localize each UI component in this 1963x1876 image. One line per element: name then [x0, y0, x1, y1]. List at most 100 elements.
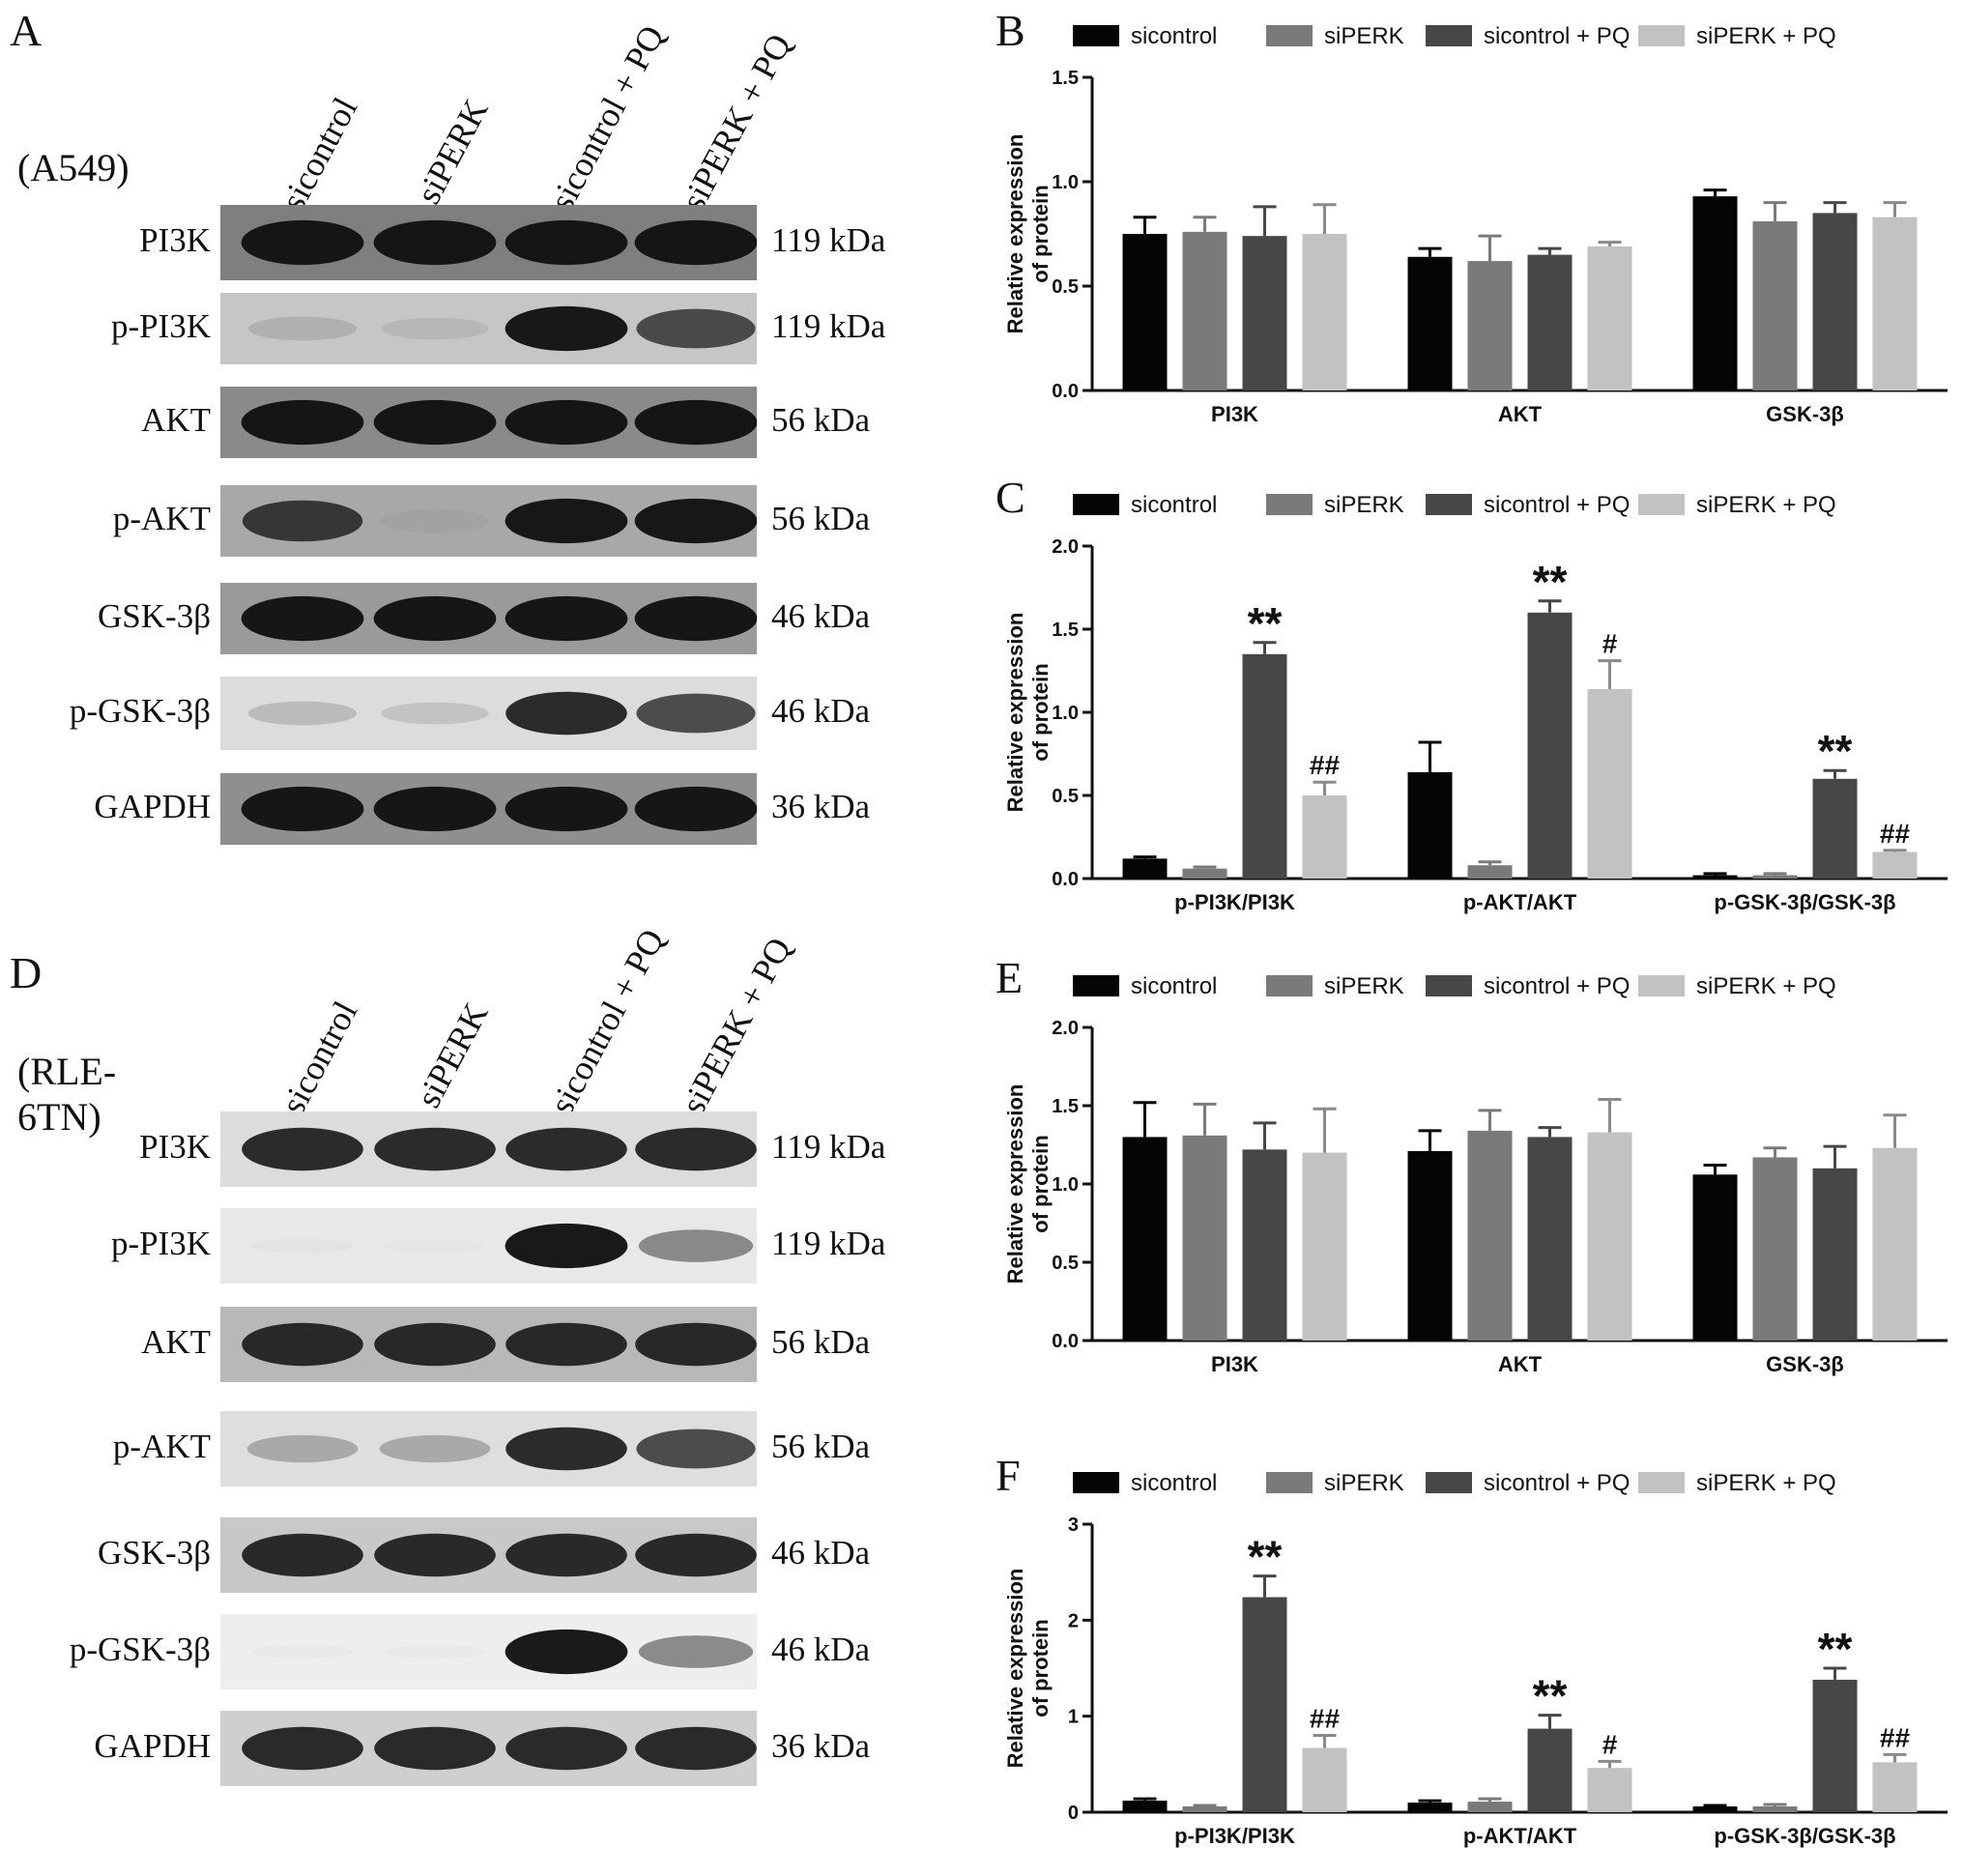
legend-label: sicontrol + PQ — [1484, 23, 1630, 49]
blot-band — [635, 1533, 757, 1577]
legend-swatch — [1073, 975, 1119, 996]
blot-band — [636, 308, 756, 349]
legend-swatch — [1426, 1472, 1472, 1493]
hash-mark: # — [1602, 629, 1618, 659]
bar — [1692, 1174, 1738, 1341]
significance-mark: ** — [1248, 1532, 1283, 1582]
blot-label-p-gsk-3beta: p-GSK-3β — [69, 692, 211, 730]
blot-strip-p-gsk-3beta — [220, 1614, 757, 1689]
cell-line-label-d: (RLE-6TN) — [17, 1050, 117, 1139]
x-category-label: GSK-3β — [1766, 1352, 1844, 1376]
y-tick-label: 1.5 — [1052, 68, 1079, 89]
bar — [1872, 1762, 1918, 1812]
blot-label-gsk-3beta: GSK-3β — [98, 1534, 211, 1572]
blot-band — [505, 1223, 628, 1269]
blot-label-akt: AKT — [141, 1323, 211, 1361]
y-tick-label: 0.5 — [1052, 786, 1079, 807]
bar-chart-c: sicontrol siPERK sicontrol + PQ siPERK + PQ… — [1003, 492, 1948, 914]
blot-band — [373, 219, 497, 266]
blot-band — [251, 1238, 354, 1254]
legend-swatch — [1266, 975, 1313, 996]
blot-band — [374, 1127, 496, 1171]
bar — [1302, 1152, 1347, 1341]
hash-mark: # — [1602, 1729, 1618, 1759]
blot-strip-p-pi3k — [220, 1208, 757, 1284]
bar — [1812, 1679, 1858, 1812]
hash-mark: ## — [1880, 819, 1911, 849]
legend-swatch — [1638, 494, 1685, 515]
blot-label-p-gsk-3beta: p-GSK-3β — [69, 1631, 211, 1668]
bar — [1467, 1130, 1513, 1341]
blot-band — [505, 1533, 627, 1577]
molecular-weight-label: 46 kDa — [771, 597, 871, 635]
blot-strip-gsk-3beta — [220, 583, 757, 654]
bar — [1812, 778, 1858, 879]
legend-swatch — [1638, 975, 1685, 996]
blot-band — [380, 508, 490, 534]
blot-band — [241, 399, 364, 446]
y-tick-label: 1 — [1068, 1707, 1079, 1728]
lane-label-sicontrol-pq: sicontrol + PQ — [541, 18, 672, 217]
x-category-label: AKT — [1498, 1352, 1543, 1376]
legend-label: siPERK + PQ — [1696, 492, 1836, 518]
molecular-weight-label: 56 kDa — [771, 1323, 871, 1361]
bar — [1242, 1149, 1287, 1341]
lane-label-sicontrol: sicontrol — [273, 91, 365, 217]
bar — [1122, 1137, 1168, 1341]
bar — [1692, 875, 1738, 879]
blot-strip-akt — [220, 387, 757, 458]
bar — [1122, 234, 1168, 390]
legend-label: sicontrol + PQ — [1484, 973, 1630, 999]
y-tick-label: 0.0 — [1052, 869, 1079, 890]
blot-band — [242, 1127, 363, 1171]
blot-band — [246, 1434, 359, 1463]
panel-label-b: B — [996, 6, 1025, 55]
bar — [1752, 1157, 1798, 1341]
y-tick-label: 0.5 — [1052, 1253, 1079, 1274]
blot-band — [505, 691, 627, 736]
bar-chart-e: sicontrol siPERK sicontrol + PQ siPERK + PQ… — [1003, 973, 1948, 1376]
y-axis-label: Relative expressionof protein — [1003, 134, 1053, 334]
molecular-weight-label: 119 kDa — [771, 221, 886, 259]
molecular-weight-label: 46 kDa — [771, 1631, 871, 1668]
x-category-label: PI3K — [1211, 402, 1258, 426]
bar — [1242, 1597, 1287, 1812]
y-tick-label: 2.0 — [1052, 1018, 1079, 1039]
bar — [1872, 1147, 1918, 1341]
blot-band — [505, 786, 628, 832]
x-category-label: PI3K — [1211, 1352, 1258, 1376]
blot-band — [634, 498, 757, 544]
bar — [1302, 234, 1347, 390]
significance-mark: ** — [1818, 1624, 1853, 1674]
panel-label-c: C — [996, 473, 1025, 522]
legend-label: siPERK + PQ — [1696, 23, 1836, 49]
molecular-weight-label: 119 kDa — [771, 1128, 886, 1166]
cell-line-label-a: (A549) — [17, 146, 130, 189]
bar — [1407, 256, 1453, 390]
bar — [1692, 1806, 1738, 1812]
blot-band — [634, 219, 757, 266]
legend-swatch — [1266, 25, 1313, 46]
molecular-weight-label: 119 kDa — [771, 307, 886, 345]
blot-band — [247, 701, 358, 726]
legend-swatch — [1426, 494, 1472, 515]
significance-mark: ** — [1818, 726, 1853, 776]
bar — [1467, 1802, 1513, 1812]
blot-band — [374, 1322, 496, 1367]
legend-label: sicontrol + PQ — [1484, 1470, 1630, 1496]
bar — [1182, 1135, 1227, 1341]
blot-strip-pi3k — [220, 205, 757, 280]
blot-band — [636, 1429, 756, 1469]
blot-band — [241, 219, 364, 266]
blot-band — [374, 1726, 496, 1771]
bar — [1242, 236, 1287, 390]
legend-label: siPERK — [1324, 1470, 1404, 1496]
y-tick-label: 0.5 — [1052, 276, 1079, 298]
legend-label: siPERK — [1324, 23, 1404, 49]
bar — [1302, 1747, 1347, 1812]
molecular-weight-label: 46 kDa — [771, 692, 871, 730]
legend-swatch — [1266, 494, 1313, 515]
blot-band — [373, 399, 497, 446]
bar — [1467, 865, 1513, 879]
blot-strip-gapdh — [220, 1711, 757, 1786]
